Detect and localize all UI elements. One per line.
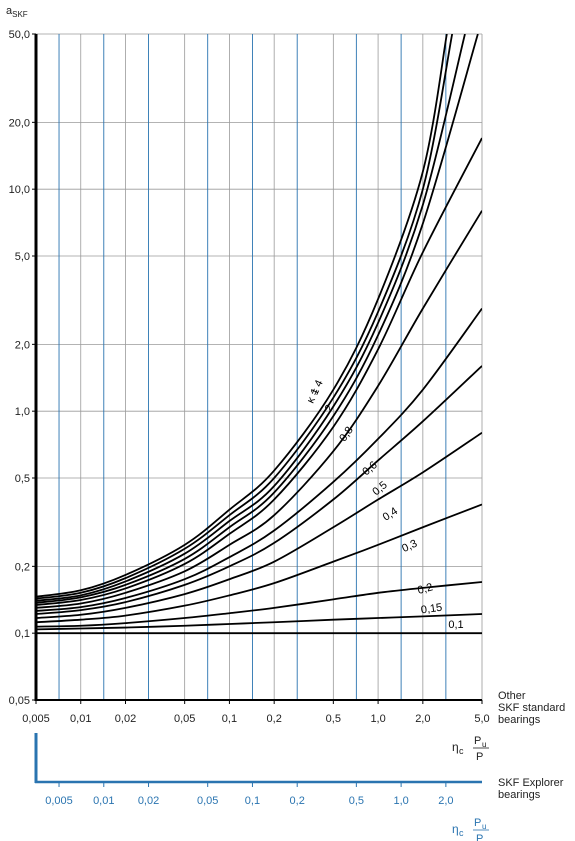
x2-tick-label: 0,005	[45, 795, 73, 807]
curve	[36, 613, 482, 631]
y-tick-label: 1,0	[15, 406, 30, 418]
x2-caption: bearings	[498, 789, 541, 801]
x-label-numerator: P	[474, 735, 481, 747]
curve-label: 0,5	[370, 479, 389, 498]
y-tick-label: 0,5	[15, 473, 30, 485]
curve-label: 0,2	[416, 581, 434, 597]
x-caption: SKF standard	[498, 702, 565, 714]
y-tick-label: 2,0	[15, 339, 30, 351]
curve-label: 0,4	[381, 505, 400, 523]
x2-label-numerator: P	[474, 817, 481, 829]
y-label-main: a	[6, 5, 13, 17]
y-tick-label: 0,2	[15, 561, 30, 573]
x-tick-label: 1,0	[370, 713, 385, 725]
x-tick-label: 0,01	[70, 713, 91, 725]
x-label-symbol-sub: c	[459, 746, 464, 756]
curve	[36, 34, 448, 598]
curve-label: 0,1	[448, 619, 463, 631]
x-label-denominator: P	[476, 751, 483, 763]
curve	[36, 34, 479, 604]
x-tick-label: 2,0	[415, 713, 430, 725]
x-tick-label: 5,0	[474, 713, 489, 725]
x2-tick-label: 2,0	[438, 795, 453, 807]
y-label-sub: SKF	[12, 10, 28, 19]
x2-label-symbol-sub: c	[459, 828, 464, 838]
overlay: 0,05 0,1 0,2 0,5 1,0 2,0 5,0 10,0 20,0 50,0 0,005 0…	[6, 5, 565, 841]
curve	[36, 34, 454, 600]
curve	[36, 581, 482, 628]
curve	[36, 503, 482, 624]
x2-label-numerator-sub: u	[482, 822, 486, 831]
x2-tick-label: 0,05	[197, 795, 218, 807]
x-tick-label: 0,05	[174, 713, 195, 725]
x2-tick-label: 0,5	[349, 795, 364, 807]
x-tick-label: 0,005	[22, 713, 50, 725]
y-axis-label: aSKF	[6, 5, 28, 19]
x2-tick-label: 0,02	[138, 795, 159, 807]
x2-tick-label: 0,1	[245, 795, 260, 807]
curve	[36, 307, 482, 612]
x2-caption: SKF Explorer	[498, 777, 564, 789]
x2-tick-label: 0,01	[93, 795, 114, 807]
curve-label: 0,3	[400, 538, 419, 555]
x-tick-label: 0,1	[222, 713, 237, 725]
x-tick-label: 0,02	[115, 713, 136, 725]
curve	[36, 210, 482, 609]
curve	[36, 365, 482, 615]
curve	[36, 137, 482, 606]
grid	[35, 33, 483, 701]
x2-tick-label: 0,2	[290, 795, 305, 807]
y-tick-label: 0,1	[15, 628, 30, 640]
x-caption: bearings	[498, 714, 541, 726]
curve-label: 0,15	[420, 602, 443, 617]
x-tick-label: 0,2	[267, 713, 282, 725]
curve	[36, 431, 482, 619]
y-tick-label: 50,0	[9, 29, 30, 41]
curve-label: 1	[309, 386, 322, 397]
x-tick-label: 0,5	[326, 713, 341, 725]
x2-label-symbol: η	[452, 822, 459, 836]
x-label-numerator-sub: u	[482, 740, 486, 749]
curve-label: 2	[323, 403, 336, 414]
curves	[36, 34, 482, 635]
curve	[36, 34, 466, 602]
x2-tick-label: 1,0	[393, 795, 408, 807]
x-label-symbol: η	[452, 740, 459, 754]
y-tick-label: 20,0	[9, 117, 30, 129]
x-caption: Other	[498, 690, 526, 702]
y-tick-label: 10,0	[9, 184, 30, 196]
x2-label-denominator: P	[476, 833, 483, 841]
y-tick-label: 0,05	[9, 695, 30, 707]
y-tick-label: 5,0	[15, 251, 30, 263]
